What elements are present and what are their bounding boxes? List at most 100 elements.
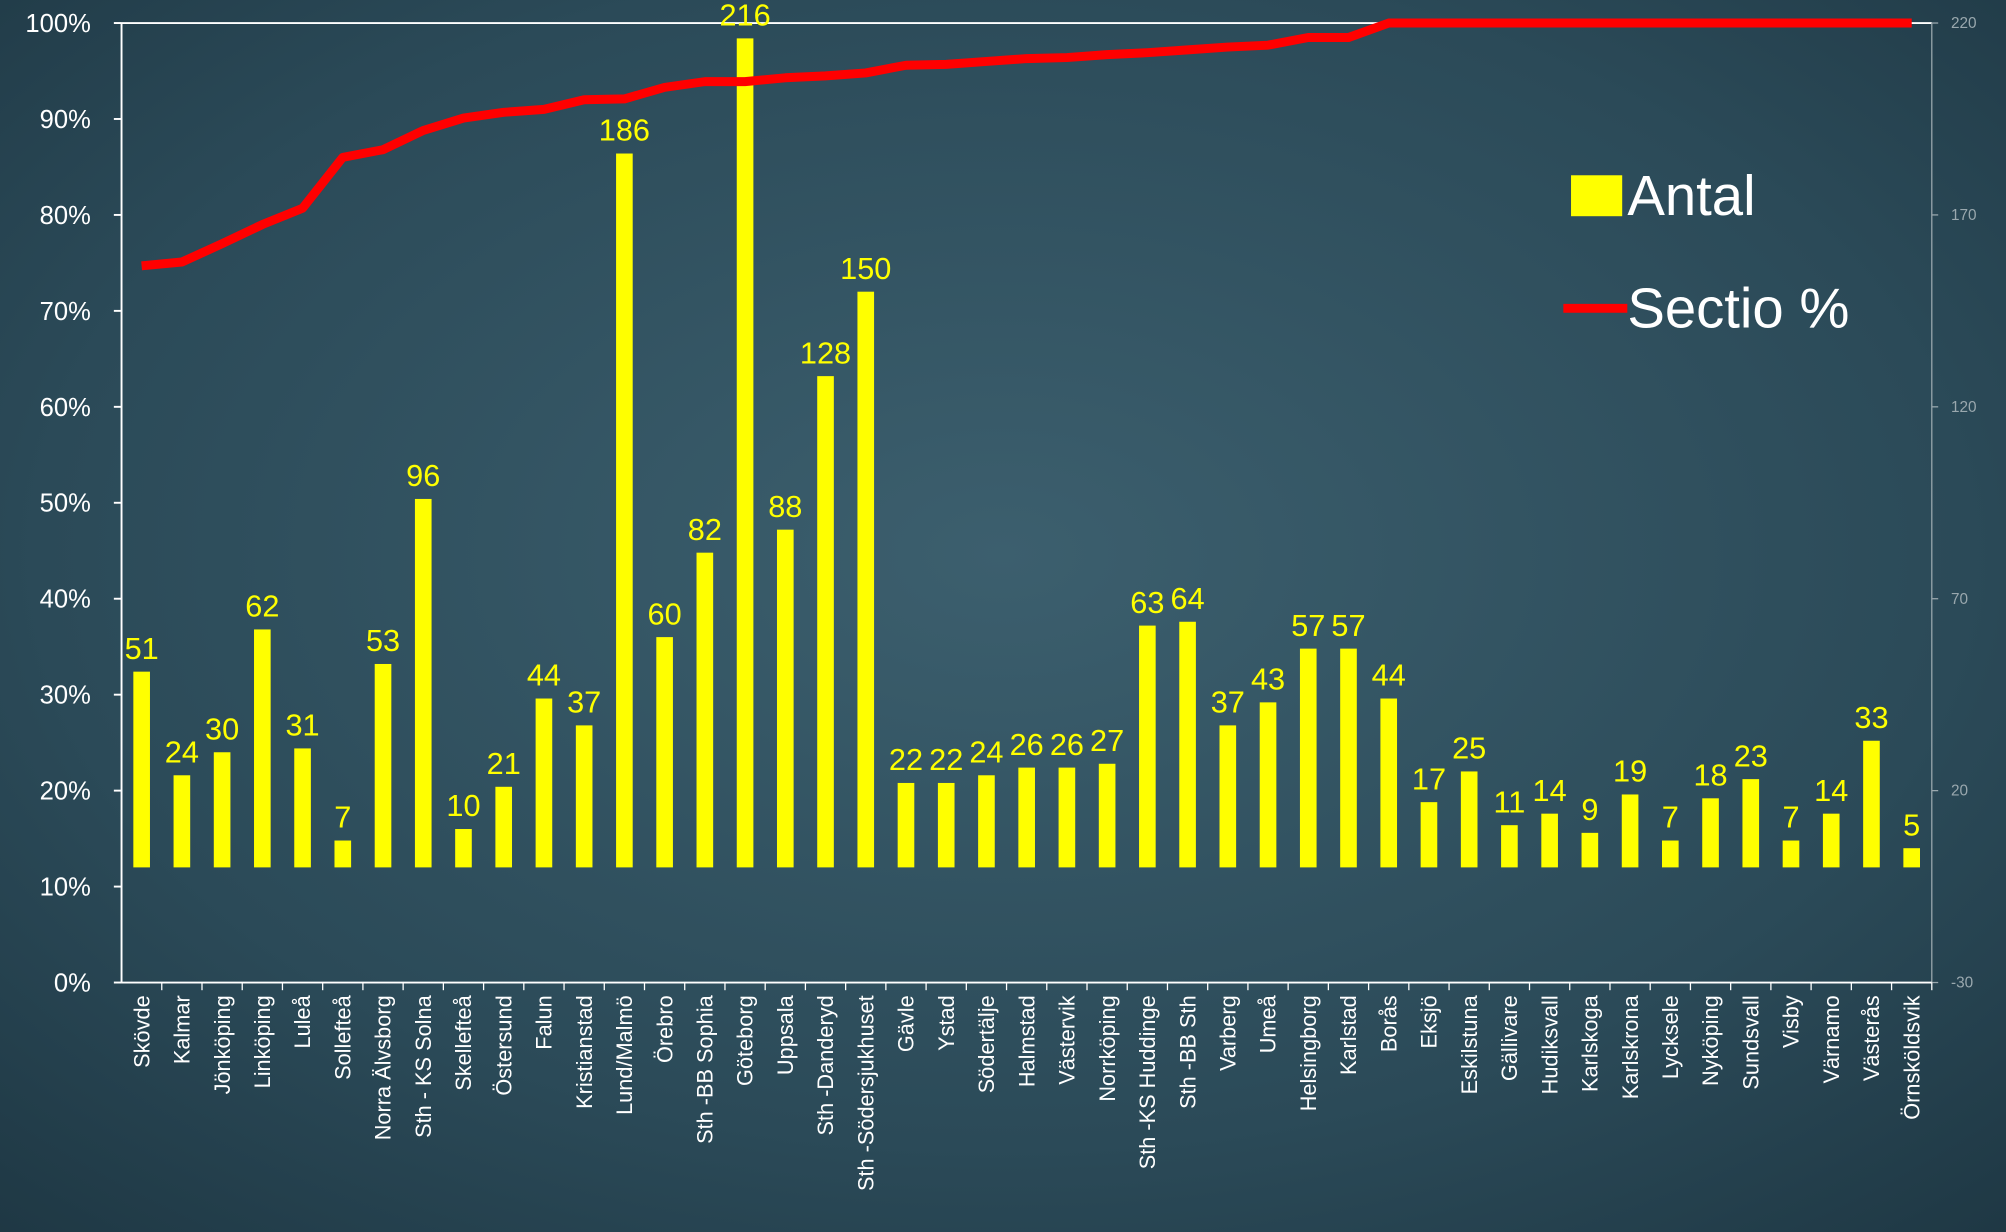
x-tick-label: Skellefteå	[451, 994, 476, 1090]
x-tick-label: Eskilstuna	[1457, 994, 1482, 1094]
data-label: 57	[1331, 608, 1365, 643]
x-tick-label: Sundsvall	[1738, 995, 1763, 1089]
y-tick-label: 20%	[40, 778, 91, 806]
bar	[857, 291, 875, 868]
y2-tick-label: -30	[1951, 975, 1973, 992]
x-tick-label: Halmstad	[1014, 995, 1039, 1087]
x-tick-label: Sth - KS Solna	[411, 994, 436, 1137]
y-tick-label: 90%	[40, 106, 91, 134]
x-tick-label: Linköping	[250, 995, 275, 1088]
x-tick-label: Lycksele	[1658, 995, 1683, 1079]
bar	[1782, 840, 1800, 868]
bar	[495, 786, 513, 868]
x-tick-label: Helsingborg	[1296, 995, 1321, 1111]
data-label: 216	[719, 0, 770, 33]
data-label: 57	[1291, 608, 1325, 643]
data-label: 19	[1613, 754, 1647, 789]
x-tick-label: Visby	[1779, 995, 1804, 1048]
data-label: 30	[205, 711, 239, 746]
x-tick-label: Norrköping	[1095, 995, 1120, 1101]
x-tick-label: Östersund	[491, 995, 516, 1095]
data-label: 26	[1010, 727, 1044, 762]
y-tick-label: 60%	[40, 394, 91, 422]
data-label: 14	[1814, 773, 1848, 808]
data-label: 21	[487, 746, 521, 781]
bar	[817, 376, 834, 868]
line	[141, 18, 1912, 271]
data-label: 9	[1581, 792, 1598, 827]
bar	[1098, 763, 1116, 868]
bar	[937, 782, 955, 868]
data-label: 5	[1903, 807, 1920, 842]
x-tick-label: Eksjö	[1417, 995, 1442, 1048]
bar	[294, 748, 311, 868]
y-tick-label: 40%	[40, 586, 91, 614]
legend-label: Antal	[1627, 164, 1755, 227]
x-tick-label: Skövde	[129, 995, 154, 1068]
data-label: 51	[125, 631, 159, 666]
bar	[1581, 832, 1599, 868]
data-label: 186	[599, 113, 650, 148]
y-tick-label: 50%	[40, 490, 91, 518]
x-tick-label: Sth -KS Huddinge	[1135, 995, 1160, 1169]
x-tick-label: Nyköping	[1698, 995, 1723, 1086]
x-tick-label: Västervik	[1055, 995, 1080, 1085]
bar	[978, 775, 995, 868]
x-tick-label: Göteborg	[733, 995, 758, 1086]
x-tick-label: Borås	[1376, 995, 1401, 1052]
data-label: 27	[1090, 723, 1124, 758]
data-label: 62	[245, 589, 279, 624]
x-tick-label: Sth -BB Sth	[1175, 995, 1200, 1109]
x-tick-label: Sth -Danderyd	[813, 995, 838, 1135]
bar	[1058, 767, 1076, 868]
bar	[374, 663, 392, 868]
bar	[656, 637, 673, 868]
y-tick-label: 10%	[40, 874, 91, 902]
x-tick-label: Örebro	[652, 995, 677, 1063]
data-label: 82	[688, 512, 722, 547]
x-tick-label: Gällivare	[1497, 995, 1522, 1081]
x-tick-label: Falun	[532, 995, 557, 1049]
x-tick-label: Sth -BB Sophia	[693, 994, 718, 1144]
y-tick-label: 30%	[40, 682, 91, 710]
x-tick-label: Uppsala	[773, 994, 798, 1075]
legend-label: Sectio %	[1627, 277, 1849, 340]
bar	[213, 752, 231, 868]
bar	[535, 698, 553, 868]
y2-tick-label: 20	[1951, 783, 1968, 800]
data-label: 24	[969, 734, 1003, 769]
data-label: 11	[1493, 784, 1525, 819]
bar	[254, 629, 271, 868]
bar	[414, 498, 432, 868]
bar	[616, 153, 633, 868]
bar	[1661, 840, 1679, 868]
data-label: 37	[567, 685, 601, 720]
bar	[1219, 725, 1237, 868]
data-label: 23	[1734, 738, 1768, 773]
bar	[1380, 698, 1398, 868]
bar	[1299, 648, 1317, 868]
bar	[1179, 621, 1196, 868]
y2-tick-label: 70	[1951, 591, 1968, 608]
x-tick-label: Karlstad	[1336, 995, 1361, 1075]
bar	[575, 725, 593, 868]
x-tick-label: Hudiksvall	[1537, 995, 1562, 1094]
data-label: 44	[527, 658, 561, 693]
bar	[1340, 648, 1357, 868]
data-label: 22	[889, 742, 923, 777]
x-tick-label: Luleå	[290, 994, 315, 1048]
data-label: 63	[1130, 585, 1164, 620]
data-label: 26	[1050, 727, 1084, 762]
bar	[1259, 702, 1277, 868]
data-label: 33	[1854, 700, 1888, 735]
bar	[1863, 740, 1880, 868]
bar	[897, 782, 915, 868]
x-tick-label: Varberg	[1215, 995, 1240, 1071]
data-label: 10	[446, 788, 480, 823]
x-tick-label: Sth -Södersjukhuset	[853, 995, 878, 1191]
y-tick-label: 80%	[40, 202, 91, 230]
data-label: 44	[1372, 658, 1406, 693]
x-tick-label: Södertälje	[974, 995, 999, 1093]
